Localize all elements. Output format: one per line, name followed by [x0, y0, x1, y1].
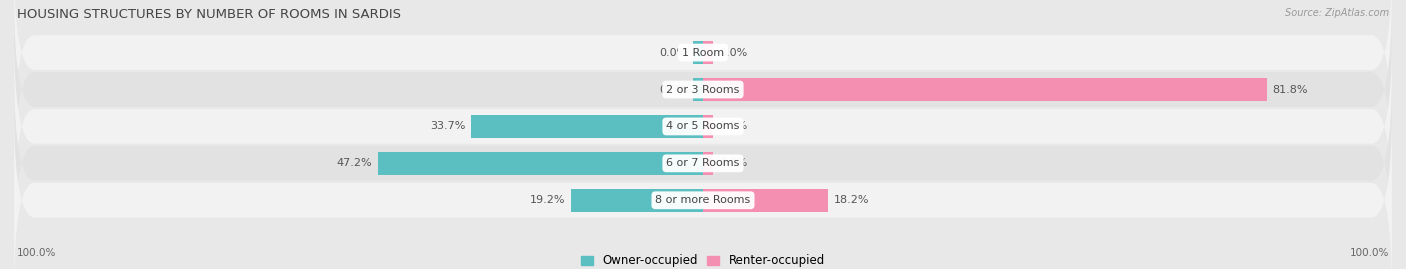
- Text: 19.2%: 19.2%: [530, 195, 565, 205]
- Text: 4 or 5 Rooms: 4 or 5 Rooms: [666, 121, 740, 132]
- Bar: [703, 189, 828, 212]
- Text: 1 Room: 1 Room: [682, 48, 724, 58]
- Text: 0.0%: 0.0%: [718, 121, 747, 132]
- FancyBboxPatch shape: [14, 107, 1392, 269]
- Text: Source: ZipAtlas.com: Source: ZipAtlas.com: [1285, 8, 1389, 18]
- Text: 100.0%: 100.0%: [17, 248, 56, 258]
- Bar: [703, 78, 1267, 101]
- Text: 18.2%: 18.2%: [834, 195, 869, 205]
- Bar: [703, 152, 713, 175]
- Text: 0.0%: 0.0%: [718, 48, 747, 58]
- Text: 0.0%: 0.0%: [718, 158, 747, 168]
- Text: 47.2%: 47.2%: [336, 158, 373, 168]
- Bar: [571, 189, 703, 212]
- Bar: [378, 152, 703, 175]
- FancyBboxPatch shape: [14, 33, 1392, 220]
- Text: 33.7%: 33.7%: [430, 121, 465, 132]
- FancyBboxPatch shape: [14, 70, 1392, 257]
- Bar: [693, 78, 703, 101]
- Bar: [703, 115, 713, 138]
- Text: 0.0%: 0.0%: [659, 84, 688, 94]
- Text: 100.0%: 100.0%: [1350, 248, 1389, 258]
- Bar: [693, 41, 703, 64]
- Text: 8 or more Rooms: 8 or more Rooms: [655, 195, 751, 205]
- Text: 81.8%: 81.8%: [1272, 84, 1308, 94]
- Text: 6 or 7 Rooms: 6 or 7 Rooms: [666, 158, 740, 168]
- Legend: Owner-occupied, Renter-occupied: Owner-occupied, Renter-occupied: [581, 254, 825, 267]
- Bar: [471, 115, 703, 138]
- Bar: [703, 41, 713, 64]
- FancyBboxPatch shape: [14, 0, 1392, 146]
- FancyBboxPatch shape: [14, 0, 1392, 183]
- Text: HOUSING STRUCTURES BY NUMBER OF ROOMS IN SARDIS: HOUSING STRUCTURES BY NUMBER OF ROOMS IN…: [17, 8, 401, 21]
- Text: 2 or 3 Rooms: 2 or 3 Rooms: [666, 84, 740, 94]
- Text: 0.0%: 0.0%: [659, 48, 688, 58]
